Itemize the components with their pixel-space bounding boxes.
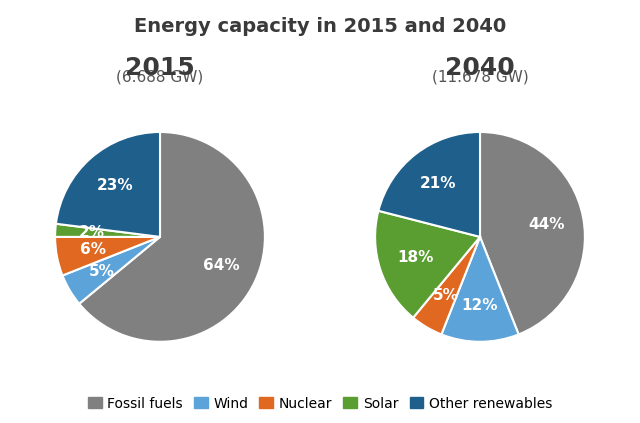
Text: 23%: 23%: [97, 178, 133, 193]
Wedge shape: [79, 132, 265, 342]
Wedge shape: [55, 224, 160, 237]
Wedge shape: [375, 211, 480, 318]
Text: 5%: 5%: [88, 264, 115, 279]
Wedge shape: [480, 132, 585, 335]
Text: 64%: 64%: [204, 258, 240, 273]
Text: (11.678 GW): (11.678 GW): [431, 70, 529, 85]
Wedge shape: [413, 237, 480, 335]
Wedge shape: [56, 132, 160, 237]
Text: (6.688 GW): (6.688 GW): [116, 70, 204, 85]
Wedge shape: [378, 132, 480, 237]
Text: 18%: 18%: [397, 250, 433, 266]
Text: Energy capacity in 2015 and 2040: Energy capacity in 2015 and 2040: [134, 17, 506, 36]
Text: 12%: 12%: [461, 297, 499, 313]
Text: 21%: 21%: [420, 176, 456, 190]
Legend: Fossil fuels, Wind, Nuclear, Solar, Other renewables: Fossil fuels, Wind, Nuclear, Solar, Othe…: [82, 391, 558, 416]
Text: 6%: 6%: [80, 242, 106, 257]
Wedge shape: [442, 237, 518, 342]
Text: 44%: 44%: [529, 217, 565, 232]
Wedge shape: [55, 237, 160, 275]
Title: 2015: 2015: [125, 56, 195, 80]
Text: 5%: 5%: [433, 288, 458, 303]
Title: 2040: 2040: [445, 56, 515, 80]
Text: 2%: 2%: [79, 225, 105, 240]
Wedge shape: [63, 237, 160, 304]
